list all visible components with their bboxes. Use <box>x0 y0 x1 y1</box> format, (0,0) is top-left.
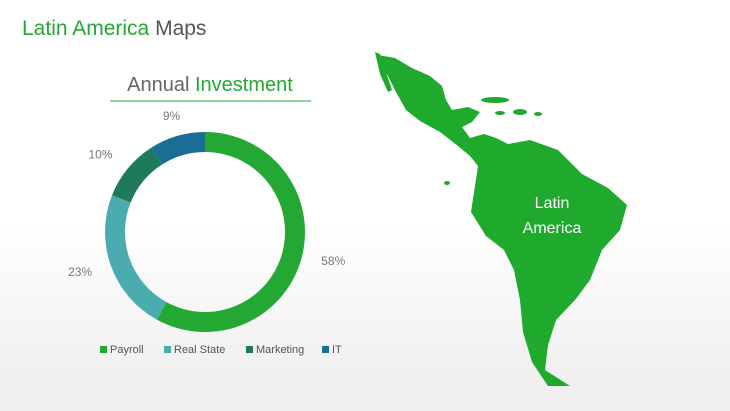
data-label: 23% <box>68 265 92 279</box>
title-highlight: Latin America <box>22 17 150 40</box>
chart-title-part: Annual <box>127 74 189 96</box>
map-label: America <box>523 220 582 237</box>
data-label: 58% <box>321 254 345 268</box>
legend-swatch <box>246 346 253 353</box>
island <box>481 97 509 103</box>
title-rest: Maps <box>155 17 206 40</box>
island <box>513 109 527 115</box>
map-label: Latin <box>535 195 570 212</box>
legend-swatch <box>100 346 107 353</box>
donut-segment <box>156 132 305 332</box>
donut-segment <box>105 195 167 320</box>
island <box>534 112 542 116</box>
legend-label: IT <box>332 344 342 356</box>
chart-title: Annual Investment <box>127 74 293 96</box>
island <box>444 181 450 185</box>
latin-america-shape <box>378 55 627 386</box>
donut-segment <box>151 132 205 165</box>
legend-swatch <box>322 346 329 353</box>
baja-california <box>375 52 392 92</box>
chart-title-part: Investment <box>195 74 293 96</box>
map <box>375 52 627 386</box>
legend-label: Real State <box>174 344 225 356</box>
donut-segment <box>112 147 163 203</box>
slide-title: Latin America Maps <box>22 17 206 40</box>
data-label: 9% <box>163 109 181 123</box>
footer-band <box>0 383 730 411</box>
legend-label: Payroll <box>110 344 144 356</box>
island <box>495 111 505 115</box>
legend-label: Marketing <box>256 344 304 356</box>
data-label: 10% <box>89 148 113 162</box>
legend-swatch <box>164 346 171 353</box>
